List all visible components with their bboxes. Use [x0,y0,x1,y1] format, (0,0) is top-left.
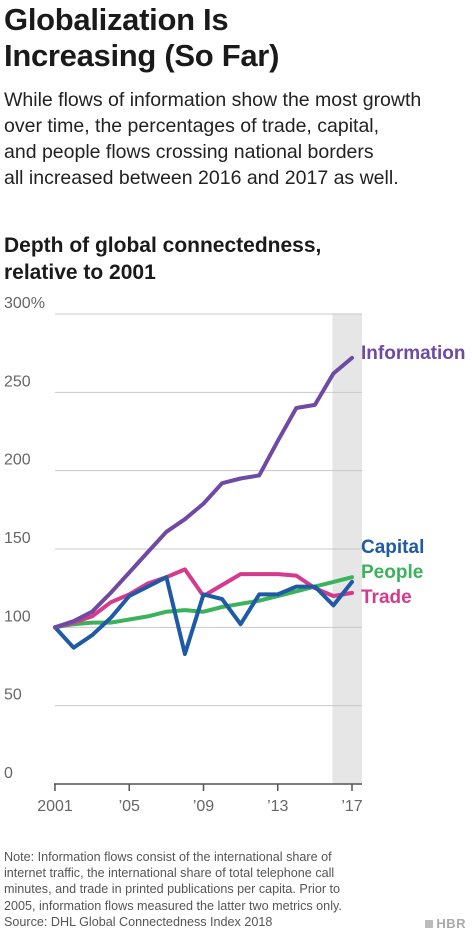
y-tick-label: 200 [4,452,31,469]
note-line: Note: Information flows consist of the i… [4,850,332,864]
chart-title-line: Depth of global connectedness, [4,234,322,257]
subtitle-line: and people flows crossing national borde… [4,141,374,163]
y-tick-label: 100 [4,608,31,625]
y-tick-label: 50 [4,687,22,704]
subtitle-line: over time, the percentages of trade, cap… [4,115,380,137]
x-tick-label: ’17 [341,798,362,815]
chart-title-line: relative to 2001 [4,261,156,284]
brand-square-icon [425,920,434,928]
title-line: Increasing (So Far) [4,38,280,73]
x-tick-label: ’05 [119,798,140,815]
x-tick-label: ’13 [267,798,288,815]
subtitle-line: While flows of information show the most… [4,89,422,111]
note-line: minutes, and trade in printed publicatio… [4,882,341,897]
series-line-capital [53,575,354,656]
note-line: 2005, information flows measured the lat… [4,898,342,913]
subtitle-line: all increased between 2016 and 2017 as w… [4,167,399,189]
y-tick-label: 300% [4,295,45,312]
y-tick-label: 0 [4,765,13,782]
chart-note: Note: Information flows consist of the i… [4,849,424,930]
x-tick-label: 2001 [37,798,73,815]
title-line: Globalization Is [4,2,229,37]
brand-text: HBR [436,916,466,931]
series-label-people: People [361,562,423,583]
y-tick-label: 150 [4,530,31,547]
source-line: Source: DHL Global Connectedness Index 2… [4,914,273,929]
page-subtitle: While flows of information show the most… [4,87,470,191]
x-tick-label: ’09 [193,798,214,815]
series-label-capital: Capital [361,537,424,558]
page-title: Globalization Is Increasing (So Far) [4,2,470,74]
brand-logo: HBR [425,916,466,931]
series-label-trade: Trade [361,587,412,608]
series-label-information: Information [361,343,466,364]
line-chart: 0 50 100 150 200 250 300% 2001 ’05 ’09 ’13 ’17 Infor… [4,295,466,815]
series-line-information [53,355,354,630]
chart-title: Depth of global connectedness, relative … [4,232,470,286]
y-tick-label: 250 [4,373,31,390]
note-line: internet traffic, the international shar… [4,866,335,881]
